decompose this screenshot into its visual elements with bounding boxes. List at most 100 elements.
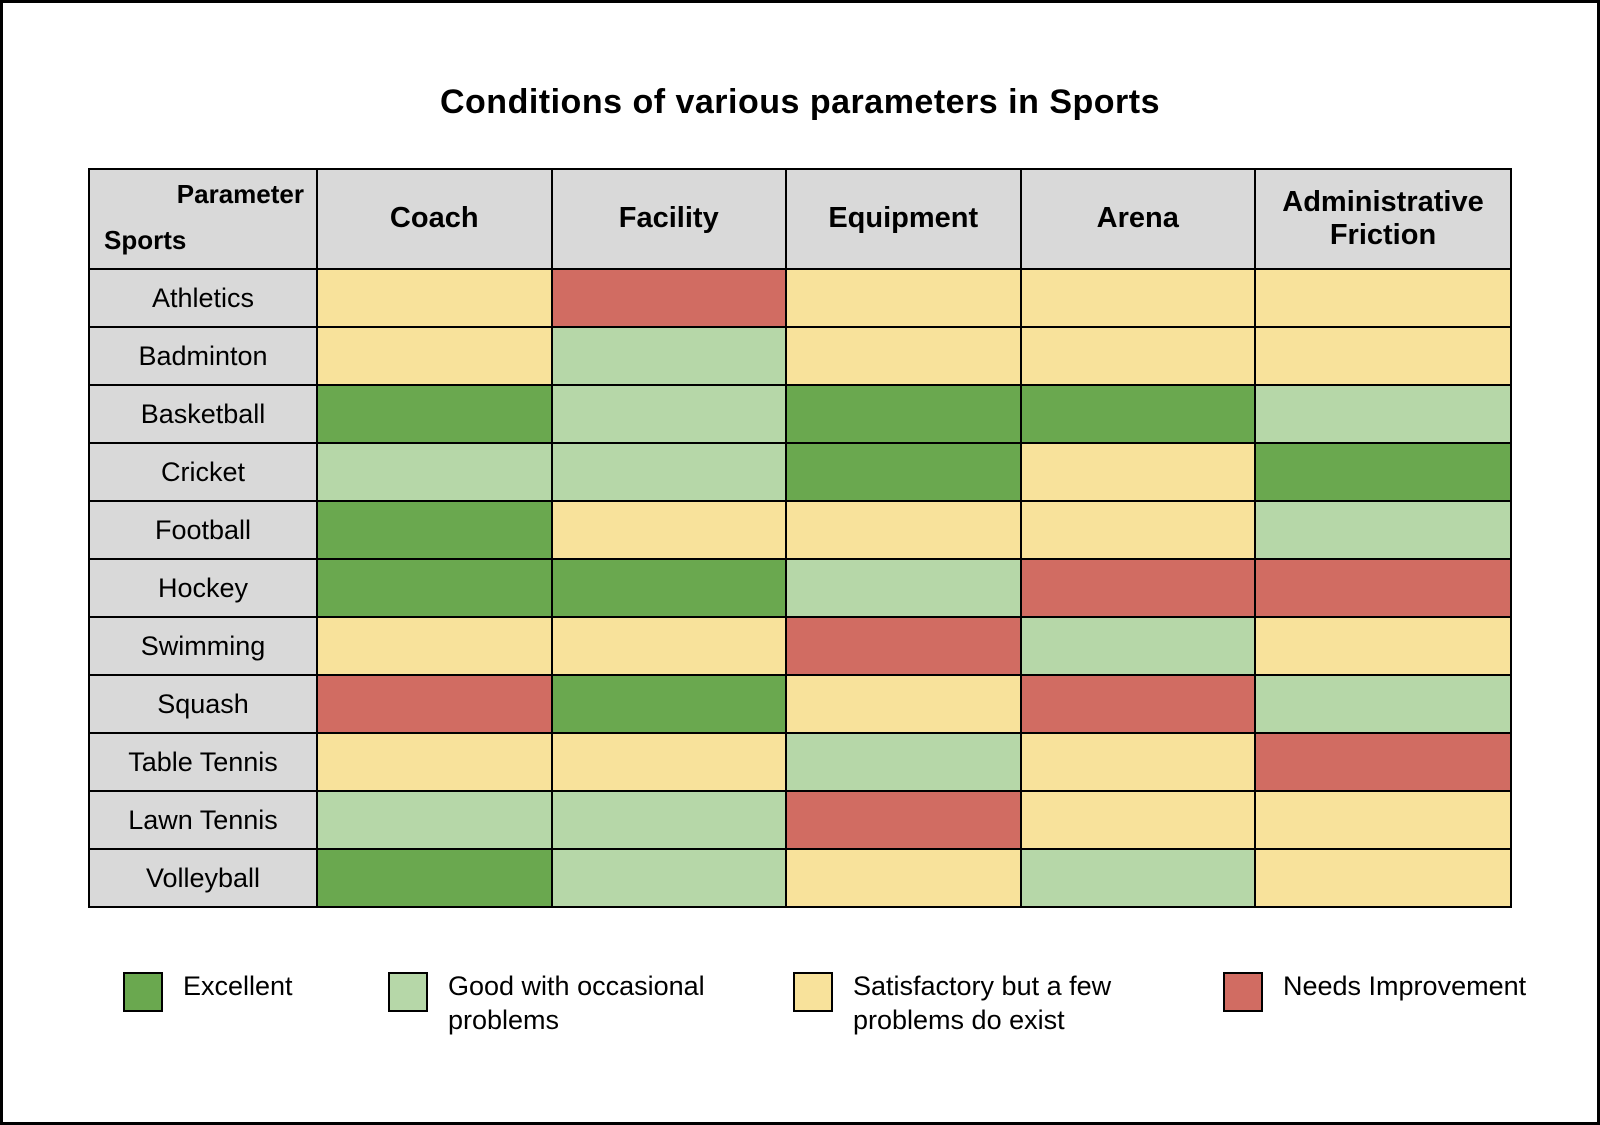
corner-parameter-label: Parameter xyxy=(176,179,304,209)
heatmap-cell xyxy=(1254,384,1512,444)
table-row: Football xyxy=(88,500,1512,560)
heatmap-cell xyxy=(1019,790,1256,850)
heatmap-cell xyxy=(316,384,553,444)
heatmap-cell xyxy=(550,616,787,676)
row-label: Athletics xyxy=(88,268,318,328)
heatmap-cell xyxy=(1254,442,1512,502)
heatmap-cell xyxy=(1254,732,1512,792)
heatmap-cell xyxy=(316,674,553,734)
heatmap-cell xyxy=(1019,384,1256,444)
heatmap-cell xyxy=(785,384,1022,444)
table-row: Basketball xyxy=(88,384,1512,444)
legend-label: Excellent xyxy=(183,971,293,1001)
heatmap-cell xyxy=(785,790,1022,850)
heatmap-cell xyxy=(550,326,787,386)
column-header: Arena xyxy=(1019,168,1256,270)
table-header: Parameter Sports Coach Facility Equipment Are… xyxy=(88,168,1512,270)
heatmap-cell xyxy=(316,732,553,792)
heatmap-cell xyxy=(785,616,1022,676)
legend-swatch xyxy=(123,972,163,1012)
table-row: Cricket xyxy=(88,442,1512,502)
heatmap-cell xyxy=(785,326,1022,386)
heatmap-cell xyxy=(316,790,553,850)
heatmap-cell xyxy=(1019,732,1256,792)
heatmap-cell xyxy=(316,848,553,908)
heatmap-cell xyxy=(550,732,787,792)
heatmap-cell xyxy=(785,848,1022,908)
heatmap-cell xyxy=(1254,848,1512,908)
heatmap-cell xyxy=(316,616,553,676)
heatmap-cell xyxy=(1254,674,1512,734)
column-header: Administrative Friction xyxy=(1254,168,1512,270)
header-row: Parameter Sports Coach Facility Equipment Are… xyxy=(88,168,1512,270)
row-label: Football xyxy=(88,500,318,560)
row-label: Basketball xyxy=(88,384,318,444)
heatmap-cell xyxy=(550,674,787,734)
heatmap-cell xyxy=(785,558,1022,618)
heatmap-cell xyxy=(550,558,787,618)
legend-item: Good with occasional problems xyxy=(388,970,793,1038)
heatmap-cell xyxy=(1019,442,1256,502)
legend: Excellent Good with occasional problems Sa… xyxy=(3,970,1597,1038)
heatmap-cell xyxy=(550,500,787,560)
table-row: Lawn Tennis xyxy=(88,790,1512,850)
row-label: Table Tennis xyxy=(88,732,318,792)
heatmap-cell xyxy=(1019,500,1256,560)
heatmap-cell xyxy=(550,268,787,328)
table-row: Table Tennis xyxy=(88,732,1512,792)
table-row: Swimming xyxy=(88,616,1512,676)
heatmap-cell xyxy=(1019,616,1256,676)
row-label: Swimming xyxy=(88,616,318,676)
table-row: Badminton xyxy=(88,326,1512,386)
heatmap-cell xyxy=(1254,790,1512,850)
row-label: Badminton xyxy=(88,326,318,386)
corner-sports-label: Sports xyxy=(104,225,187,256)
legend-swatch xyxy=(388,972,428,1012)
row-label: Volleyball xyxy=(88,848,318,908)
heatmap-cell xyxy=(1254,616,1512,676)
table-row: Hockey xyxy=(88,558,1512,618)
heatmap-cell xyxy=(1254,500,1512,560)
heatmap-cell xyxy=(1254,268,1512,328)
legend-label: Satisfactory but a few problems do exist xyxy=(853,971,1112,1035)
heatmap-cell xyxy=(785,500,1022,560)
heatmap-cell xyxy=(316,326,553,386)
heatmap-cell xyxy=(785,674,1022,734)
legend-item: Excellent xyxy=(123,970,388,1012)
column-header: Equipment xyxy=(785,168,1022,270)
legend-item: Needs Improvement xyxy=(1223,970,1597,1012)
column-header: Coach xyxy=(316,168,553,270)
heatmap-cell xyxy=(1019,326,1256,386)
heatmap-cell xyxy=(1019,268,1256,328)
chart-title: Conditions of various parameters in Spor… xyxy=(439,83,1160,121)
table-row: Athletics xyxy=(88,268,1512,328)
heatmap-cell xyxy=(1254,558,1512,618)
heatmap-cell xyxy=(550,848,787,908)
legend-item: Satisfactory but a few problems do exist xyxy=(793,970,1223,1038)
heatmap-cell xyxy=(316,268,553,328)
heatmap-cell xyxy=(316,500,553,560)
heatmap-cell xyxy=(550,384,787,444)
heatmap-cell xyxy=(785,732,1022,792)
heatmap-cell xyxy=(1019,848,1256,908)
heatmap-cell xyxy=(1019,558,1256,618)
row-label: Cricket xyxy=(88,442,318,502)
table-body: Athletics Badminton Basketball Cricket Footb… xyxy=(88,268,1512,908)
row-label: Hockey xyxy=(88,558,318,618)
row-label: Lawn Tennis xyxy=(88,790,318,850)
legend-label: Good with occasional problems xyxy=(448,971,705,1035)
row-label: Squash xyxy=(88,674,318,734)
table-row: Volleyball xyxy=(88,848,1512,908)
heatmap-cell xyxy=(1019,674,1256,734)
heatmap-cell xyxy=(550,442,787,502)
legend-label: Needs Improvement xyxy=(1283,971,1527,1001)
heatmap-cell xyxy=(550,790,787,850)
heatmap-cell xyxy=(785,442,1022,502)
heatmap-cell xyxy=(316,558,553,618)
conditions-table: Parameter Sports Coach Facility Equipment Are… xyxy=(88,168,1512,908)
legend-swatch xyxy=(1223,972,1263,1012)
table-row: Squash xyxy=(88,674,1512,734)
legend-swatch xyxy=(793,972,833,1012)
heatmap-cell xyxy=(316,442,553,502)
